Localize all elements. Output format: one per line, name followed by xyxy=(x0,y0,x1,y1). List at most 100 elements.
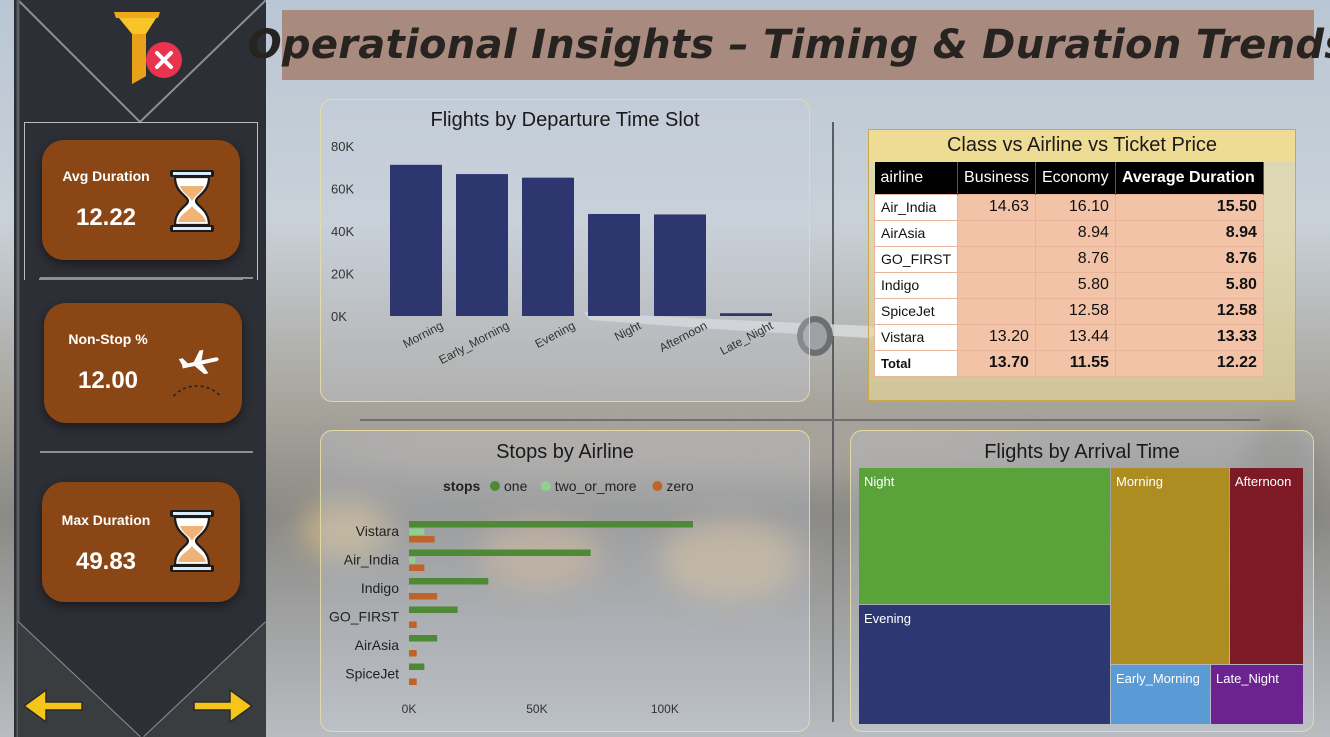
legend-label[interactable]: zero xyxy=(666,478,693,494)
table-row[interactable]: GO_FIRST 8.76 8.76 xyxy=(875,246,1264,272)
kpi-card-avg-duration: Avg Duration 12.22 xyxy=(42,140,240,260)
table-cell: 8.94 xyxy=(1115,220,1263,246)
legend-marker xyxy=(490,481,500,491)
table-cell xyxy=(958,220,1036,246)
treemap-tile[interactable]: Late_Night xyxy=(1211,665,1303,724)
y-tick-label: 40K xyxy=(331,224,354,239)
treemap-tile[interactable]: Night xyxy=(859,468,1110,604)
arrow-left-icon[interactable] xyxy=(22,684,84,728)
arrow-right-icon[interactable] xyxy=(192,684,254,728)
bar[interactable] xyxy=(409,643,411,650)
kpi-value: 49.83 xyxy=(56,548,156,576)
table-cell: 13.44 xyxy=(1035,324,1115,350)
divider xyxy=(40,451,253,453)
x-tick-label: 100K xyxy=(651,702,679,716)
legend-title: stops xyxy=(443,478,481,494)
table-row[interactable]: Indigo 5.80 5.80 xyxy=(875,272,1264,298)
y-tick-label: Vistara xyxy=(356,523,400,539)
y-tick-label: SpiceJet xyxy=(345,666,399,682)
bar[interactable] xyxy=(409,593,437,600)
table-cell: 5.80 xyxy=(1115,272,1263,298)
hourglass-icon xyxy=(166,508,218,574)
legend-marker xyxy=(652,481,662,491)
y-tick-label: 60K xyxy=(331,182,354,197)
table-cell: 12.22 xyxy=(1115,350,1263,376)
stops-bar-chart: stops one two_or_more zero Vistara Air_India I… xyxy=(321,431,809,731)
table-cell: 11.55 xyxy=(1035,350,1115,376)
kpi-value: 12.22 xyxy=(56,204,156,232)
bar[interactable] xyxy=(409,536,435,543)
clear-filter-icon[interactable] xyxy=(114,8,198,86)
kpi-label: Avg Duration xyxy=(56,168,156,184)
y-tick-label: 20K xyxy=(331,267,354,282)
table-cell: 8.94 xyxy=(1035,220,1115,246)
table-cell: 13.33 xyxy=(1115,324,1263,350)
y-tick-label: Air_India xyxy=(344,552,399,568)
bar[interactable] xyxy=(409,614,410,621)
bar[interactable] xyxy=(409,650,417,657)
treemap-tile[interactable]: Morning xyxy=(1111,468,1229,664)
sidebar: Avg Duration 12.22 Non-Stop % 12.00 xyxy=(14,0,266,737)
bar[interactable] xyxy=(654,214,706,316)
treemap-tile[interactable]: Afternoon xyxy=(1230,468,1303,664)
arrival-treemap: Night Evening Morning Afternoon Early_Mornin… xyxy=(859,468,1305,724)
table-cell: Vistara xyxy=(875,324,958,350)
table-cell: GO_FIRST xyxy=(875,246,958,272)
bar[interactable] xyxy=(409,550,591,557)
table-cell: 8.76 xyxy=(1035,246,1115,272)
bar[interactable] xyxy=(409,529,424,536)
column-header[interactable]: Business xyxy=(958,162,1036,194)
y-tick-label: Indigo xyxy=(361,580,399,596)
bar[interactable] xyxy=(409,664,424,671)
column-header[interactable]: Economy xyxy=(1035,162,1115,194)
bar[interactable] xyxy=(409,635,437,642)
x-tick-label: Early_Morning xyxy=(437,318,512,367)
treemap-tile[interactable]: Early_Morning xyxy=(1111,665,1210,724)
x-tick-label: 50K xyxy=(526,702,547,716)
bar[interactable] xyxy=(409,622,417,629)
bar[interactable] xyxy=(409,557,415,564)
table-cell xyxy=(958,246,1036,272)
bar[interactable] xyxy=(409,521,693,528)
legend-label[interactable]: one xyxy=(504,478,528,494)
x-tick-label: Evening xyxy=(533,318,578,351)
bar[interactable] xyxy=(456,174,508,316)
x-tick-label: Night xyxy=(612,318,644,344)
divider xyxy=(832,122,834,722)
chart-title: Flights by Arrival Time xyxy=(851,441,1313,464)
divider xyxy=(360,419,1260,421)
column-header[interactable]: Average Duration xyxy=(1115,162,1263,194)
bar[interactable] xyxy=(720,313,772,316)
bar[interactable] xyxy=(409,586,410,593)
y-tick-label: AirAsia xyxy=(355,637,400,653)
table-cell xyxy=(958,272,1036,298)
bar[interactable] xyxy=(522,178,574,316)
legend-label[interactable]: two_or_more xyxy=(555,478,637,494)
table-row[interactable]: AirAsia 8.94 8.94 xyxy=(875,220,1264,246)
table-row[interactable]: Vistara 13.20 13.44 13.33 xyxy=(875,324,1264,350)
bar[interactable] xyxy=(409,607,458,614)
x-tick-label: Afternoon xyxy=(657,318,710,355)
page-title: Operational Insights – Timing & Duration… xyxy=(248,22,1330,68)
treemap-tile[interactable]: Evening xyxy=(859,605,1110,724)
table-cell: 14.63 xyxy=(958,194,1036,220)
table-row[interactable]: Air_India 14.63 16.10 15.50 xyxy=(875,194,1264,220)
kpi-label: Non-Stop % xyxy=(58,331,158,347)
bar[interactable] xyxy=(409,578,488,585)
bar[interactable] xyxy=(409,679,417,686)
x-tick-label: 0K xyxy=(402,702,417,716)
column-header[interactable]: airline xyxy=(875,162,958,194)
kpi-card-non-stop: Non-Stop % 12.00 xyxy=(44,303,242,423)
table-row[interactable]: SpiceJet 12.58 12.58 xyxy=(875,298,1264,324)
table-cell: 8.76 xyxy=(1115,246,1263,272)
matrix-title: Class vs Airline vs Ticket Price xyxy=(869,134,1295,157)
bar[interactable] xyxy=(409,671,410,678)
stops-chart-panel: Stops by Airline stops one two_or_more zero… xyxy=(320,430,810,732)
table-cell: 13.70 xyxy=(958,350,1036,376)
bar[interactable] xyxy=(409,565,424,572)
bar[interactable] xyxy=(588,214,640,316)
table-cell: 15.50 xyxy=(1115,194,1263,220)
y-tick-label: 80K xyxy=(331,139,354,154)
total-row[interactable]: Total 13.70 11.55 12.22 xyxy=(875,350,1264,376)
bar[interactable] xyxy=(390,165,442,316)
